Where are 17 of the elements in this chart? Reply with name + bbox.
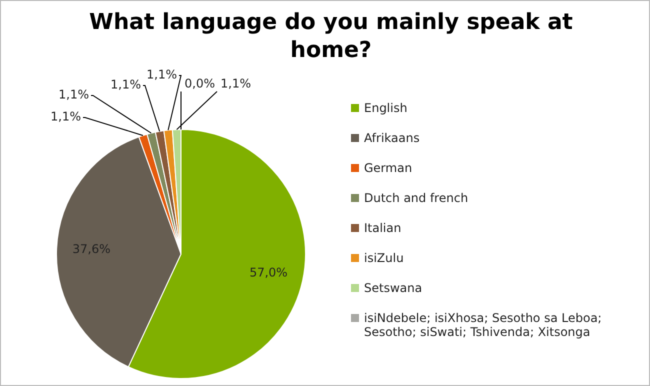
legend-label: Setswana (364, 281, 422, 295)
legend-label: Afrikaans (364, 131, 420, 145)
legend-label: Italian (364, 221, 402, 235)
text: 0,0% (184, 76, 215, 91)
legend-label: isiNdebele; isiXhosa; Sesotho sa Leboa; Sesotho; siSwati; Tshivenda; Xitsonga (364, 311, 603, 339)
data-label: 37,6% (72, 242, 111, 256)
legend-label: isiZulu (364, 251, 404, 265)
data-label: 1,1% (146, 68, 177, 82)
data-label: 57,0% (249, 266, 288, 280)
legend-label: English (364, 101, 408, 115)
data-label: 1,1% (50, 110, 81, 124)
legend-label: German (364, 161, 412, 175)
data-label: 1,1% (110, 78, 141, 92)
data-label: 1,1% (220, 76, 251, 91)
data-label: 1,1% (58, 88, 89, 102)
legend-label: Dutch and french (364, 191, 468, 205)
chart-title: What language do you mainly speak at home? (88, 9, 574, 65)
